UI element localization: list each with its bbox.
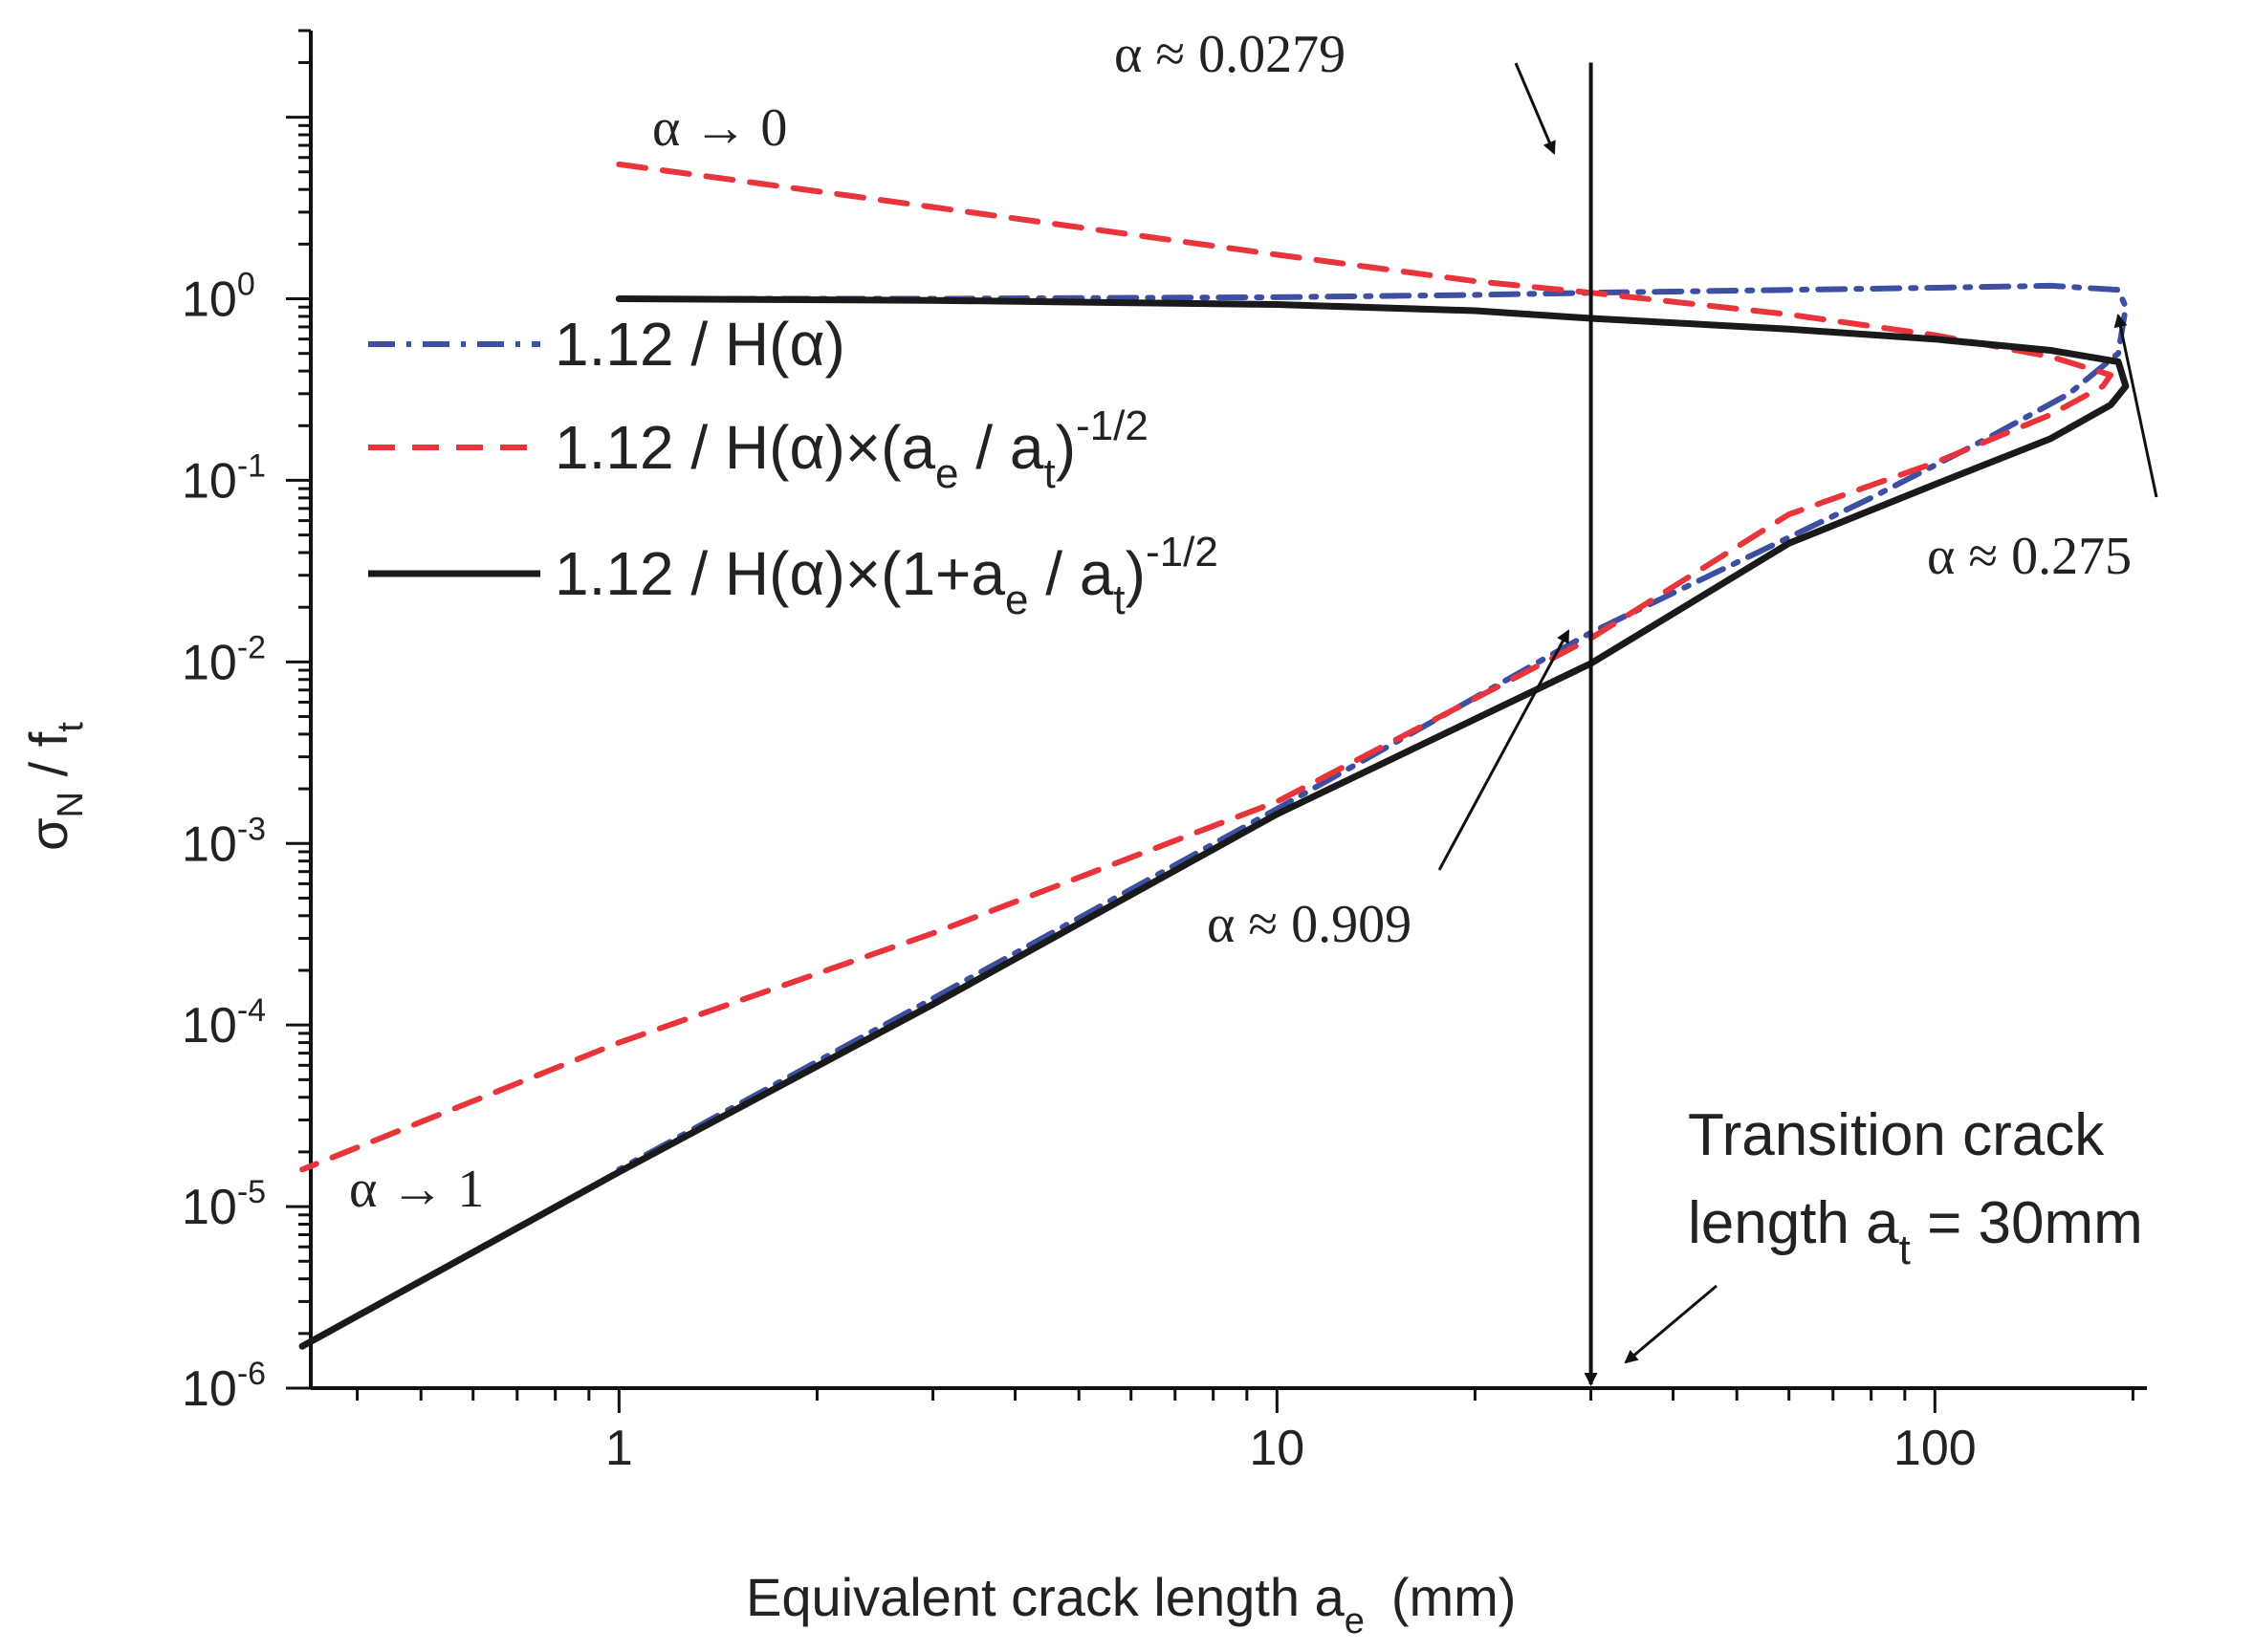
annotation-a3: α ≈ 0.275 bbox=[1927, 527, 2132, 586]
axis-ticks bbox=[286, 29, 2134, 1413]
y-axis-title: σN / ft bbox=[18, 722, 91, 851]
y-tick-label: 10-4 bbox=[182, 992, 266, 1054]
series-layer bbox=[298, 161, 2130, 1350]
x-axis-title-sub: e bbox=[1345, 1601, 1365, 1641]
arrow-0909 bbox=[1437, 629, 1570, 871]
series-line-3 bbox=[298, 295, 2130, 1350]
y-tick-label: 10-1 bbox=[182, 447, 266, 509]
y-tick-label: 10-6 bbox=[182, 1356, 266, 1417]
x-tick-label: 100 bbox=[1893, 1421, 1977, 1476]
annotation-a0: α → 0 bbox=[652, 98, 787, 158]
x-tick-label: 10 bbox=[1249, 1421, 1304, 1476]
y-tick-label: 10-5 bbox=[182, 1174, 266, 1235]
series-line-2 bbox=[299, 161, 2114, 1173]
transition-label-line1: Transition crack bbox=[1688, 1102, 2105, 1168]
x-tick-label: 1 bbox=[605, 1421, 633, 1476]
tick-labels: 1 10 100 100 10-1 10-2 10-3 10-4 10-5 10-6 bbox=[182, 267, 1977, 1476]
y-tick-label: 10-3 bbox=[182, 811, 266, 872]
annotation-arrows bbox=[1437, 62, 2158, 1364]
annotation-a2: α ≈ 0.0279 bbox=[1114, 25, 1346, 84]
legend-label-2: 1.12 / H(α)×(ae / at)-1/2 bbox=[555, 402, 1149, 497]
legend: 1.12 / H(α) 1.12 / H(α)×(ae / at)-1/2 1.12… bbox=[368, 310, 1218, 623]
y-tick-label: 100 bbox=[182, 267, 255, 328]
transition-label-line2: length at = 30mm bbox=[1688, 1190, 2143, 1273]
plot-frame bbox=[309, 31, 2147, 1390]
arrow-0275 bbox=[2113, 314, 2158, 498]
annotation-a1: α → 1 bbox=[349, 1160, 484, 1219]
legend-label-3: 1.12 / H(α)×(1+ae / at)-1/2 bbox=[555, 529, 1218, 623]
annotation-a4: α ≈ 0.909 bbox=[1207, 895, 1411, 954]
legend-label-1: 1.12 / H(α) bbox=[555, 310, 845, 379]
series-line-1 bbox=[616, 282, 2129, 1173]
arrow-0279 bbox=[1514, 62, 1556, 155]
annotation-labels: α → 0 α → 1 α ≈ 0.0279 α ≈ 0.275 α ≈ 0.909 bbox=[349, 25, 2132, 1219]
arrow-transition bbox=[1624, 1284, 1718, 1364]
x-axis-title: Equivalent crack length ae (mm) bbox=[746, 1567, 1516, 1641]
y-tick-label: 10-2 bbox=[182, 629, 266, 690]
